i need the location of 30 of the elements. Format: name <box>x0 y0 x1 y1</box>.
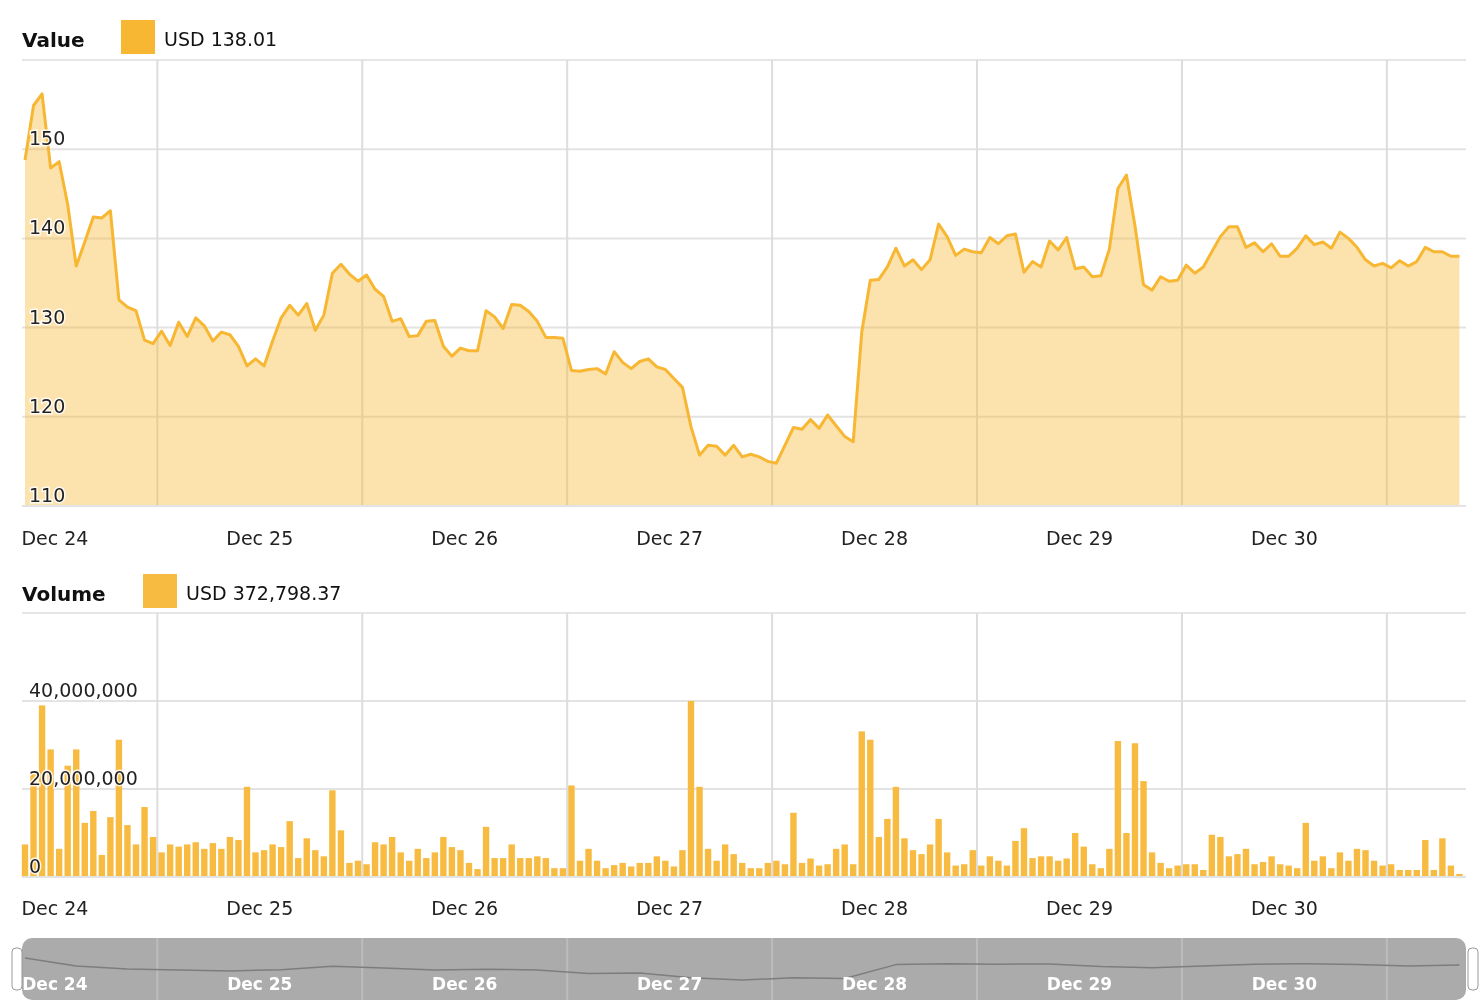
x-tick-label: Dec 29 <box>1046 974 1113 994</box>
y-tick-label: 40,000,000 <box>29 679 138 701</box>
x-tick-label: Dec 28 <box>841 897 909 919</box>
chart-title: Value <box>22 28 85 52</box>
x-tick-label: Dec 26 <box>432 974 498 994</box>
y-tick-label: 140 <box>29 216 66 239</box>
x-tick-label: Dec 28 <box>841 527 909 549</box>
x-tick-label: Dec 27 <box>636 527 704 549</box>
chart-title: Volume <box>22 582 106 606</box>
x-tick-label: Dec 26 <box>431 897 499 919</box>
x-tick-label: Dec 30 <box>1250 527 1318 549</box>
x-tick-label: Dec 29 <box>1045 897 1113 919</box>
y-tick-label: 120 <box>29 394 66 417</box>
x-tick-label: Dec 27 <box>637 974 703 994</box>
x-tick-label: Dec 30 <box>1250 897 1318 919</box>
legend-label: USD 372,798.37 <box>186 582 342 604</box>
x-tick-label: Dec 29 <box>1045 527 1113 549</box>
x-tick-label: Dec 27 <box>636 897 704 919</box>
x-tick-label: Dec 24 <box>21 897 89 919</box>
x-tick-label: Dec 26 <box>431 527 499 549</box>
y-tick-label: 130 <box>29 305 66 328</box>
legend-label: USD 138.01 <box>164 28 278 50</box>
x-tick-label: Dec 25 <box>227 974 293 994</box>
x-tick-label: Dec 28 <box>841 974 908 994</box>
x-tick-label: Dec 25 <box>226 897 294 919</box>
y-tick-label: 110 <box>29 484 66 506</box>
x-tick-label: Dec 30 <box>1251 974 1318 994</box>
x-tick-label: Dec 24 <box>21 527 89 549</box>
x-tick-label: Dec 25 <box>226 527 294 549</box>
x-tick-label: Dec 24 <box>22 974 88 994</box>
